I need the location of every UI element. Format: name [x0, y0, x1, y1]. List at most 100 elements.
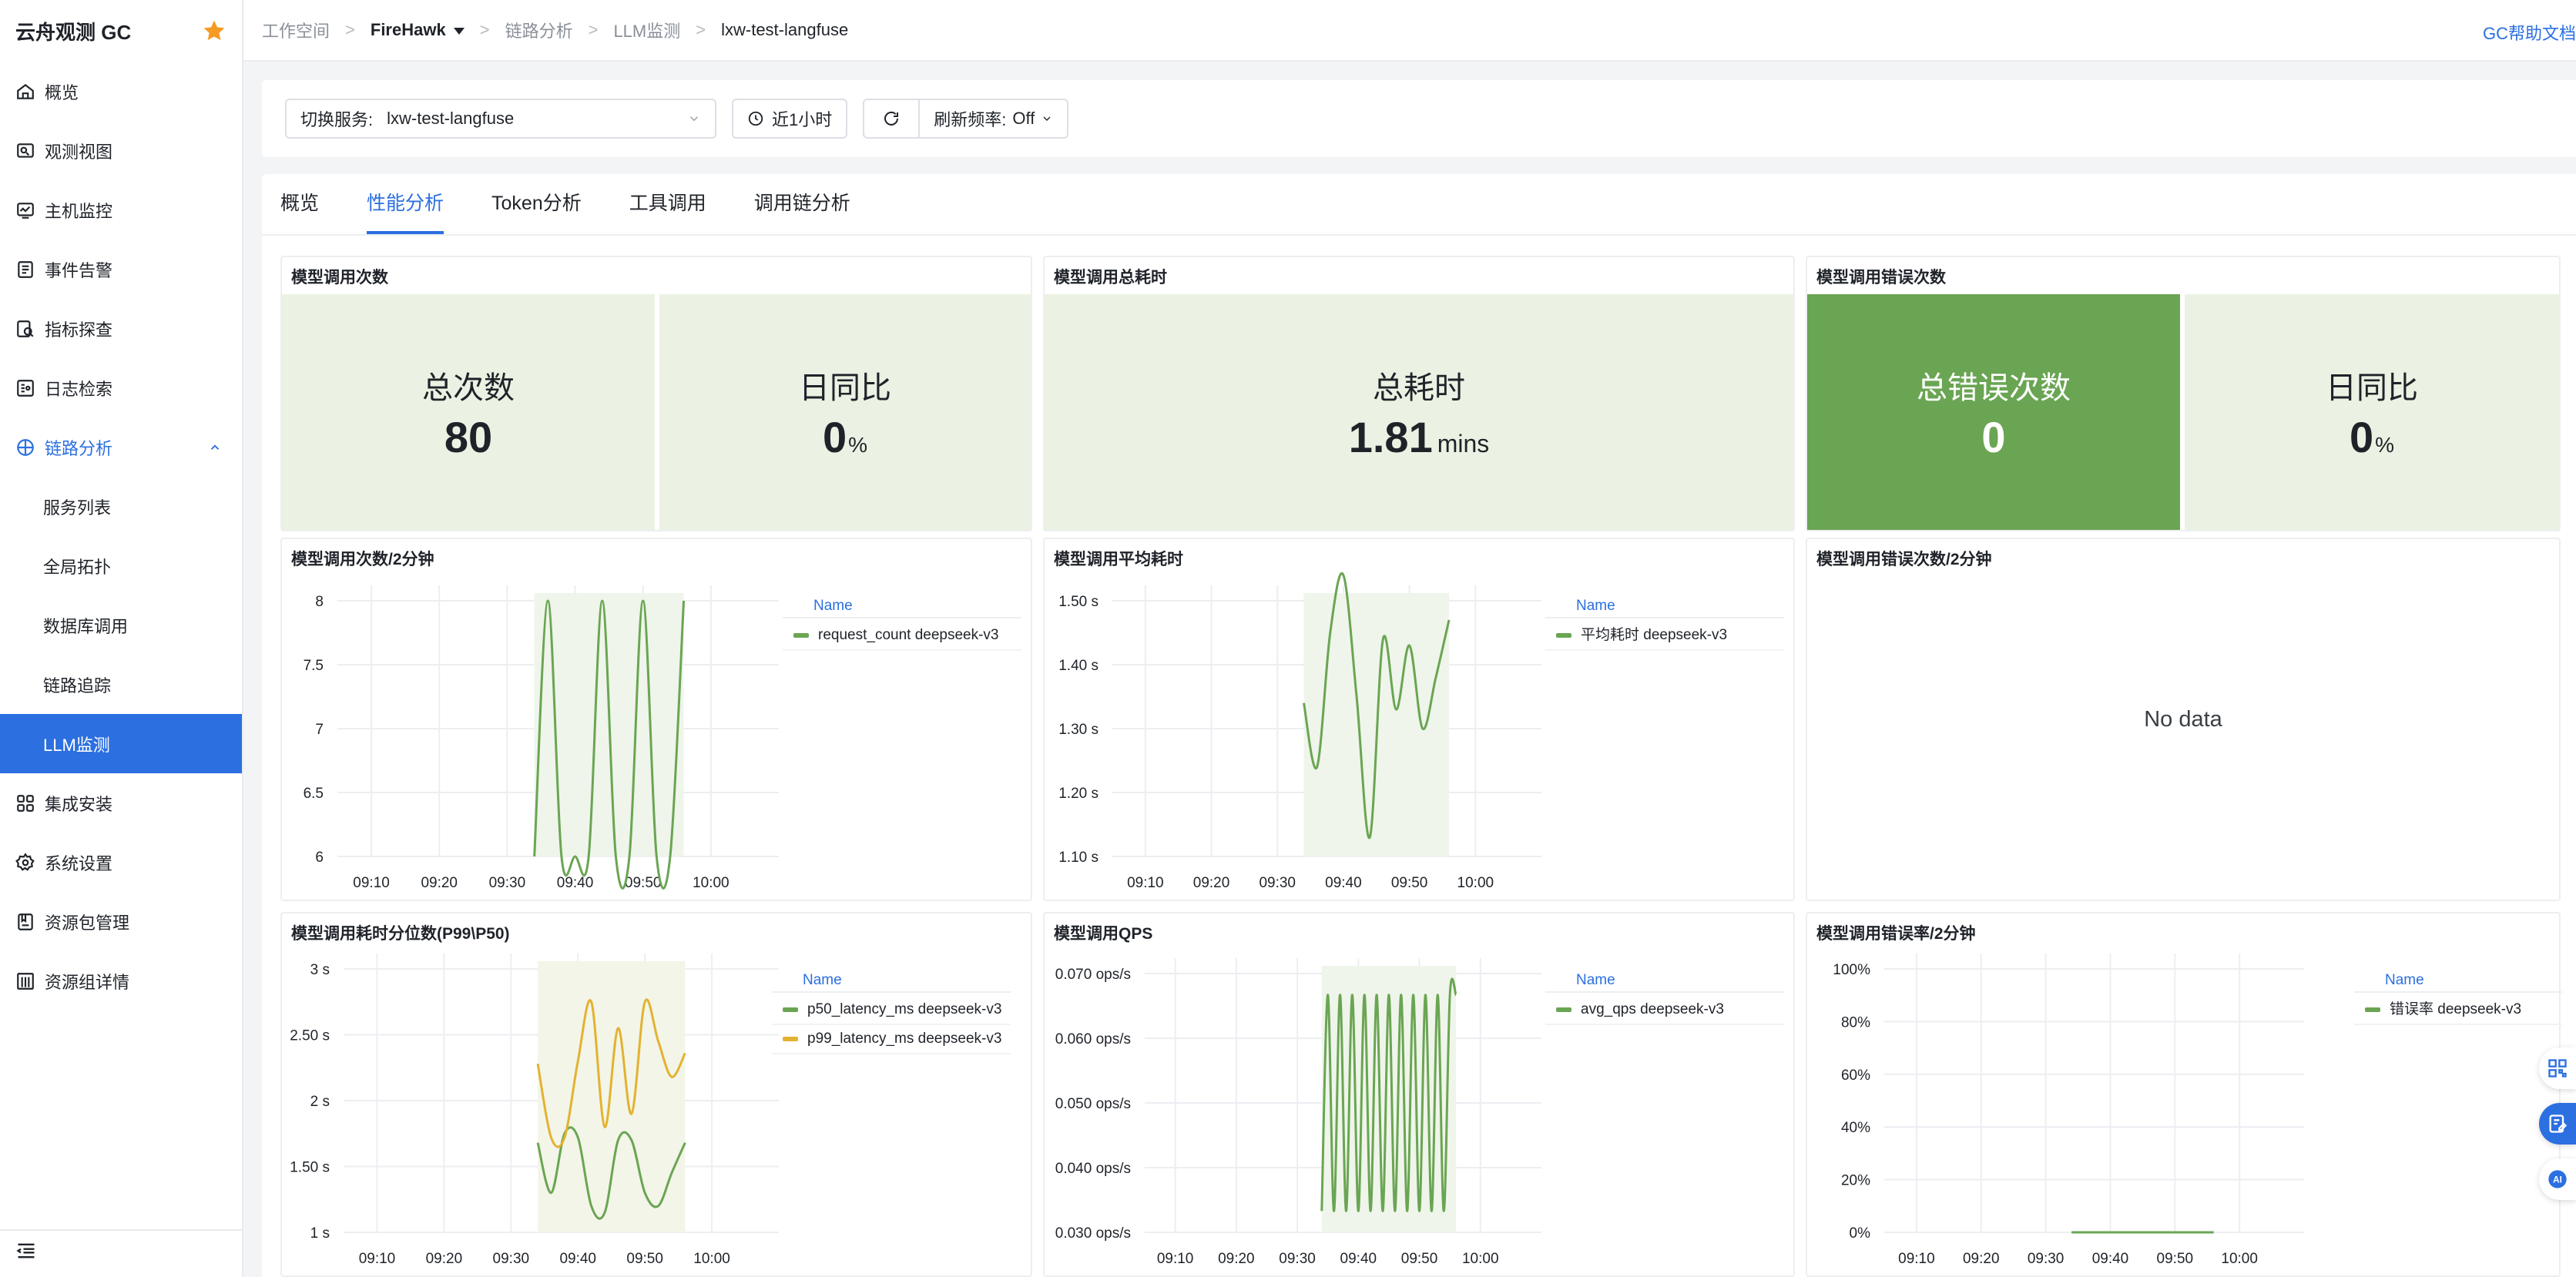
- dashboard-icon: [17, 142, 34, 158]
- star-icon[interactable]: [202, 18, 226, 43]
- legend-item[interactable]: p99_latency_ms deepseek-v3: [807, 1031, 1001, 1047]
- sidebar-item-tracing[interactable]: 链路追踪: [0, 655, 242, 714]
- x-tick-label: 10:00: [693, 875, 730, 891]
- qr-code-button[interactable]: [2539, 1047, 2576, 1089]
- edit-note-icon: [2549, 1114, 2568, 1133]
- tab-overview[interactable]: 概览: [280, 193, 320, 214]
- sidebar-item-logs[interactable]: 日志检索: [0, 358, 242, 417]
- x-tick-label: 09:50: [2157, 1251, 2194, 1267]
- sidebar-item-resource-group[interactable]: 资源组详情: [0, 951, 242, 1011]
- tab-token[interactable]: Token分析: [491, 193, 582, 214]
- panel-error-count: 模型调用错误次数 总错误次数 0 日同比 0%: [1806, 256, 2561, 531]
- top-header: 工作空间 > FireHawk > 链路分析 > LLM监测 > lxw-tes…: [243, 0, 2576, 62]
- stat-value: 0: [1981, 412, 2006, 461]
- x-tick-label: 09:10: [353, 875, 390, 891]
- sidebar-item-views[interactable]: 观测视图: [0, 121, 242, 180]
- stat-value: 0%: [2350, 412, 2394, 462]
- x-tick-label: 09:30: [489, 875, 526, 891]
- refresh-frequency-select[interactable]: 刷新频率: Off: [920, 106, 1067, 131]
- sidebar-item-trace[interactable]: 链路分析: [0, 417, 242, 477]
- breadcrumb-org[interactable]: FireHawk: [371, 20, 465, 40]
- sidebar-item-label: 集成安装: [45, 794, 113, 814]
- x-tick-label: 09:30: [1259, 875, 1296, 891]
- chart-title: 模型调用错误率/2分钟: [1816, 925, 1976, 943]
- sidebar-item-label: 资源包管理: [45, 913, 130, 933]
- sidebar-item-integration[interactable]: 集成安装: [0, 773, 242, 833]
- panel-call-count: 模型调用次数 总次数 80 日同比 0%: [280, 256, 1032, 531]
- stat-label: 日同比: [2326, 370, 2418, 405]
- x-tick-label: 10:00: [693, 1251, 730, 1267]
- svg-text:AI: AI: [2553, 1175, 2562, 1185]
- caret-down-icon: [453, 27, 465, 35]
- stat-number: 0: [2349, 412, 2374, 461]
- stat-number: 0: [822, 412, 847, 461]
- legend-item[interactable]: avg_qps deepseek-v3: [1581, 1001, 1724, 1017]
- collapse-menu-icon[interactable]: [15, 1240, 37, 1262]
- legend-swatch: [1556, 1007, 1571, 1012]
- y-tick-label: 1.50 s: [290, 1160, 330, 1176]
- x-tick-label: 09:50: [1391, 875, 1428, 891]
- time-range-button[interactable]: 近1小时: [732, 99, 848, 139]
- y-tick-label: 6.5: [304, 786, 324, 802]
- sidebar-item-services[interactable]: 服务列表: [0, 477, 242, 536]
- y-tick-label: 0.050 ops/s: [1055, 1096, 1131, 1112]
- sidebar-item-settings[interactable]: 系统设置: [0, 833, 242, 892]
- sidebar-item-db-calls[interactable]: 数据库调用: [0, 595, 242, 655]
- y-tick-label: 1.30 s: [1058, 722, 1098, 738]
- series-line: [1320, 977, 1457, 1212]
- breadcrumb-workspace[interactable]: 工作空间: [262, 22, 330, 41]
- y-tick-label: 0.060 ops/s: [1055, 1031, 1131, 1047]
- time-range-label: 近1小时: [772, 110, 833, 129]
- sidebar-item-label: 系统设置: [45, 853, 113, 873]
- y-tick-label: 60%: [1841, 1068, 1870, 1084]
- panel-title: 模型调用总耗时: [1054, 269, 1167, 287]
- chart-panel-avg-duration: 模型调用平均耗时 1.10 s 1.20 s 1.30 s 1.40 s 1.50 s 0…: [1043, 538, 1795, 901]
- sidebar-item-alerts[interactable]: 事件告警: [0, 240, 242, 299]
- breadcrumb-section[interactable]: 链路分析: [505, 22, 573, 41]
- legend-item[interactable]: 平均耗时 deepseek-v3: [1581, 626, 1727, 643]
- sidebar-item-topology[interactable]: 全局拓扑: [0, 536, 242, 595]
- y-tick-label: 1.20 s: [1058, 786, 1098, 802]
- x-tick-label: 10:00: [1462, 1251, 1499, 1267]
- y-tick-label: 0.070 ops/s: [1055, 967, 1131, 983]
- stat-value: 0%: [823, 412, 867, 462]
- sidebar-item-host[interactable]: 主机监控: [0, 180, 242, 240]
- sidebar-item-overview[interactable]: 概览: [0, 62, 242, 121]
- tab-call-chain[interactable]: 调用链分析: [753, 193, 850, 214]
- sidebar-item-llm[interactable]: LLM监测: [0, 714, 242, 773]
- feedback-button[interactable]: [2539, 1103, 2576, 1145]
- refresh-group: 刷新频率: Off: [863, 99, 1069, 139]
- breadcrumb-org-label: FireHawk: [370, 20, 446, 39]
- service-select[interactable]: 切换服务: lxw-test-langfuse: [285, 99, 716, 139]
- chart-calls: 6 6.5 7 7.5 8 09:10 09:20 09:30 09:40 09:50 10:00 N…: [304, 585, 1021, 891]
- x-tick-label: 09:40: [559, 1251, 596, 1267]
- sidebar-item-packages[interactable]: 资源包管理: [0, 892, 242, 951]
- help-docs-link[interactable]: GC帮助文档: [2482, 24, 2576, 43]
- chart-title: 模型调用平均耗时: [1054, 551, 1183, 568]
- breadcrumb-page[interactable]: LLM监测: [613, 22, 681, 41]
- x-tick-label: 09:20: [426, 1251, 463, 1267]
- breadcrumb: 工作空间 > FireHawk > 链路分析 > LLM监测 > lxw-tes…: [262, 18, 848, 42]
- chevron-down-icon: [1043, 116, 1051, 121]
- sidebar-item-metrics[interactable]: 指标探查: [0, 299, 242, 358]
- refresh-icon: [884, 111, 899, 126]
- chart-panel-error-rate: 模型调用错误率/2分钟 0% 20% 40% 60% 80% 100% 09:10 09:20…: [1806, 912, 2562, 1277]
- legend-item[interactable]: p50_latency_ms deepseek-v3: [807, 1001, 1001, 1017]
- breadcrumb-separator: >: [345, 20, 355, 39]
- chart-panel-latency: 模型调用耗时分位数(P99\P50) 1 s 1.50 s 2 s 2.50 s 3 s…: [280, 912, 1032, 1277]
- legend-item[interactable]: request_count deepseek-v3: [818, 627, 999, 643]
- legend-item[interactable]: 错误率 deepseek-v3: [2390, 1000, 2521, 1017]
- ai-assistant-button[interactable]: AI: [2539, 1158, 2576, 1200]
- breadcrumb-separator: >: [479, 20, 490, 39]
- legend-swatch: [783, 1007, 798, 1012]
- stat-total-calls: 总次数 80: [282, 294, 655, 530]
- clock-icon: [748, 111, 763, 126]
- stat-label: 日同比: [799, 370, 891, 405]
- y-tick-label: 1.50 s: [1058, 594, 1098, 610]
- tab-tools[interactable]: 工具调用: [629, 193, 706, 214]
- chart-title: 模型调用次数/2分钟: [291, 551, 434, 568]
- breadcrumb-separator: >: [696, 20, 706, 39]
- qr-code-icon: [2548, 1059, 2567, 1078]
- tab-performance[interactable]: 性能分析: [367, 188, 444, 234]
- refresh-button[interactable]: [864, 100, 921, 137]
